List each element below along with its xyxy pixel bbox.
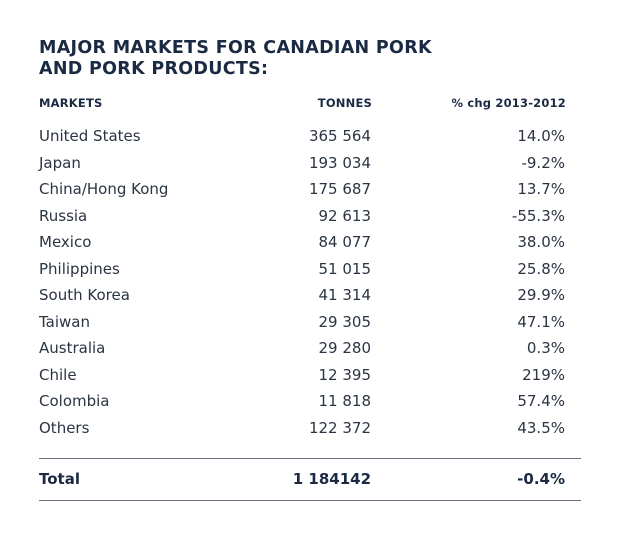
market-name: Others xyxy=(39,418,90,437)
change-value: 43.5% xyxy=(517,418,565,437)
table-row: Philippines 51 015 25.8% xyxy=(39,256,565,283)
title-line-1: MAJOR MARKETS FOR CANADIAN PORK xyxy=(39,38,432,58)
tonnes-value: 365 564 xyxy=(308,127,371,145)
change-value: 47.1% xyxy=(517,312,565,331)
tonnes-value: 122 372 xyxy=(308,418,371,437)
table-row: China/Hong Kong 175 687 13.7% xyxy=(39,176,565,203)
change-value: -9.2% xyxy=(521,153,565,172)
table-row: Taiwan 29 305 47.1% xyxy=(39,309,565,336)
market-name: Colombia xyxy=(39,392,110,410)
page-title: MAJOR MARKETS FOR CANADIAN PORK AND PORK… xyxy=(39,38,432,80)
table-row: Others 122 372 43.5% xyxy=(39,415,565,442)
market-name: United States xyxy=(39,127,141,145)
market-name: China/Hong Kong xyxy=(39,180,169,198)
total-divider-top xyxy=(39,458,581,459)
change-value: 13.7% xyxy=(517,180,565,198)
table-row: Colombia 11 818 57.4% xyxy=(39,388,565,415)
tonnes-value: 193 034 xyxy=(308,153,371,172)
total-tonnes: 1 184142 xyxy=(292,470,371,488)
tonnes-value: 84 077 xyxy=(318,233,372,251)
market-name: Russia xyxy=(39,206,88,225)
column-header-markets: MARKETS xyxy=(39,96,103,110)
change-value: 0.3% xyxy=(526,339,565,357)
column-header-change: % chg 2013-2012 xyxy=(451,96,566,110)
tonnes-value: 175 687 xyxy=(308,180,371,198)
table-row: South Korea 41 314 29.9% xyxy=(39,282,565,309)
change-value: 219% xyxy=(522,365,565,384)
table-row: Mexico 84 077 38.0% xyxy=(39,229,565,256)
change-value: 14.0% xyxy=(517,127,565,145)
tonnes-value: 11 818 xyxy=(318,392,372,410)
table-row: Russia 92 613 -55.3% xyxy=(39,203,565,230)
tonnes-value: 92 613 xyxy=(318,206,372,225)
table-row: Japan 193 034 -9.2% xyxy=(39,150,565,177)
market-name: Australia xyxy=(39,339,106,357)
total-row: Total 1 184142 -0.4% xyxy=(39,466,565,492)
total-divider-bottom xyxy=(39,500,581,501)
change-value: 29.9% xyxy=(517,286,565,304)
total-label: Total xyxy=(39,470,80,488)
table-row: United States 365 564 14.0% xyxy=(39,123,565,150)
market-name: Taiwan xyxy=(39,312,91,331)
change-value: 38.0% xyxy=(517,233,565,251)
tonnes-value: 29 280 xyxy=(318,339,372,357)
tonnes-value: 29 305 xyxy=(318,312,372,331)
markets-table-body: United States 365 564 14.0% Japan 193 03… xyxy=(39,123,565,441)
change-value: 57.4% xyxy=(517,392,565,410)
tonnes-value: 41 314 xyxy=(318,286,372,304)
market-name: Chile xyxy=(39,365,77,384)
table-row: Chile 12 395 219% xyxy=(39,362,565,389)
market-name: Mexico xyxy=(39,233,92,251)
total-change: -0.4% xyxy=(517,470,565,488)
tonnes-value: 12 395 xyxy=(318,365,372,384)
column-header-tonnes: TONNES xyxy=(317,96,372,110)
tonnes-value: 51 015 xyxy=(318,259,372,278)
market-name: Philippines xyxy=(39,259,120,278)
change-value: 25.8% xyxy=(517,259,565,278)
market-name: South Korea xyxy=(39,286,130,304)
title-line-2: AND PORK PRODUCTS: xyxy=(39,59,269,79)
market-name: Japan xyxy=(39,153,81,172)
change-value: -55.3% xyxy=(511,206,565,225)
table-row: Australia 29 280 0.3% xyxy=(39,335,565,362)
